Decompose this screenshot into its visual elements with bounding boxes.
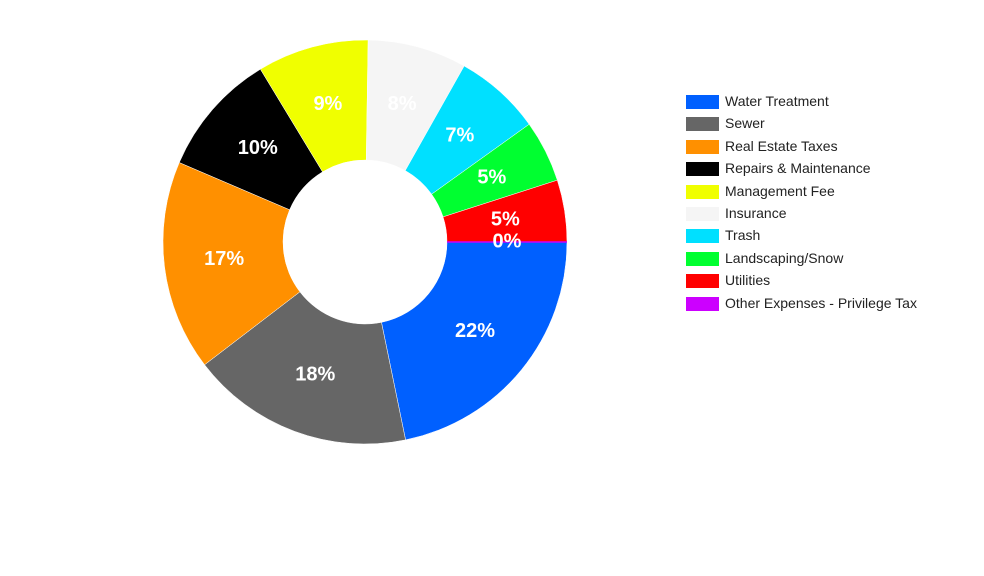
value-label: 22% [455, 320, 495, 342]
value-label: 5% [491, 208, 520, 230]
legend-item: Landscaping/Snow [686, 251, 936, 266]
legend-label: Sewer [725, 115, 765, 132]
legend: Water Treatment Sewer Real Estate Taxes Rep… [686, 94, 936, 318]
legend-label: Insurance [725, 204, 787, 221]
slice [162, 162, 301, 366]
value-label: 0% [493, 230, 522, 252]
value-label: 10% [238, 137, 278, 159]
value-label: 18% [295, 363, 335, 385]
legend-item: Water Treatment [686, 94, 936, 109]
legend-label: Other Expenses - Privilege Tax [725, 294, 917, 311]
legend-swatch [686, 296, 719, 311]
legend-swatch [686, 206, 719, 221]
legend-swatch [686, 117, 719, 132]
legend-item: Sewer [686, 115, 936, 132]
legend-label: Landscaping/Snow [725, 249, 844, 266]
legend-swatch [686, 251, 719, 266]
value-label: 5% [477, 166, 506, 188]
legend-swatch [686, 162, 719, 177]
legend-label: Real Estate Taxes [725, 137, 838, 154]
value-label: 7% [445, 125, 474, 147]
legend-item: Other Expenses - Privilege Tax [686, 296, 936, 311]
legend-item: Management Fee [686, 184, 936, 199]
legend-swatch [686, 139, 719, 154]
legend-label: Management Fee [725, 182, 835, 199]
legend-swatch [686, 95, 719, 109]
legend-swatch [686, 229, 719, 244]
legend-item: Real Estate Taxes [686, 139, 936, 154]
legend-item: Trash [686, 227, 936, 244]
legend-item: Insurance [686, 206, 936, 221]
legend-item: Utilities [686, 272, 936, 289]
value-label: 9% [313, 93, 342, 115]
value-label: 8% [388, 93, 417, 115]
slice [381, 241, 568, 441]
legend-label: Water Treatment [725, 93, 829, 109]
legend-item: Repairs & Maintenance [686, 160, 936, 177]
legend-label: Utilities [725, 272, 771, 289]
legend-swatch [686, 274, 719, 289]
slice [204, 291, 406, 445]
legend-label: Repairs & Maintenance [725, 160, 871, 177]
legend-swatch [686, 184, 719, 199]
value-label: 17% [204, 248, 244, 270]
legend-label: Trash [725, 227, 761, 244]
